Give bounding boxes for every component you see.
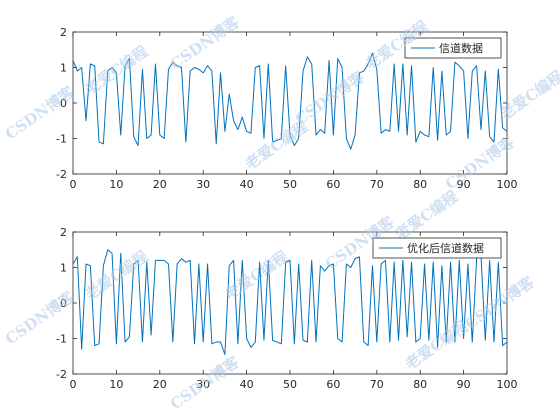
y-tick-label: 1 (60, 62, 67, 75)
x-tick-label: 80 (413, 378, 427, 391)
legend-box (372, 237, 502, 259)
x-tick-label: 0 (70, 378, 77, 391)
legend-label: 优化后信道数据 (407, 241, 484, 255)
x-tick-label: 30 (196, 178, 210, 191)
y-tick-label: -2 (56, 168, 67, 181)
y-tick-label: 0 (60, 97, 67, 110)
y-tick-label: -1 (56, 133, 67, 146)
legend: 优化后信道数据 (372, 237, 502, 259)
y-tick-label: -2 (56, 368, 67, 381)
x-tick-label: 70 (370, 178, 384, 191)
x-tick-label: 20 (153, 178, 167, 191)
y-tick-label: 2 (60, 26, 67, 39)
y-tick-label: 0 (60, 297, 67, 310)
y-tick-label: 2 (60, 226, 67, 239)
x-tick-label: 60 (326, 378, 340, 391)
subplot-optimized-channel-data: 0 10 20 30 40 50 60 70 80 90 100 -2 -1 0 1 2 优化后信道数据 (56, 226, 517, 391)
x-tick-label: 40 (240, 378, 254, 391)
x-tick-label: 100 (497, 378, 518, 391)
x-tick-label: 80 (413, 178, 427, 191)
legend-box (404, 37, 502, 59)
x-tick-label: 50 (283, 178, 297, 191)
series-line (72, 249, 508, 355)
x-tick-label: 90 (457, 178, 471, 191)
x-tick-label: 60 (326, 178, 340, 191)
x-tick-label: 10 (109, 178, 123, 191)
subplot-channel-data: 0 10 20 30 40 50 60 70 80 90 100 -2 -1 0 1 2 信道数据 (56, 26, 517, 191)
y-tick-label: -1 (56, 333, 67, 346)
x-tick-label: 0 (70, 178, 77, 191)
x-tick-label: 10 (109, 378, 123, 391)
y-tick-label: 1 (60, 262, 67, 275)
x-tick-label: 40 (240, 178, 254, 191)
x-tick-label: 100 (497, 178, 518, 191)
x-tick-label: 90 (457, 378, 471, 391)
x-tick-label: 30 (196, 378, 210, 391)
x-tick-label: 70 (370, 378, 384, 391)
x-tick-label: 50 (283, 378, 297, 391)
legend-label: 信道数据 (439, 41, 483, 55)
legend: 信道数据 (404, 37, 502, 59)
x-tick-label: 20 (153, 378, 167, 391)
series-line (72, 52, 508, 150)
